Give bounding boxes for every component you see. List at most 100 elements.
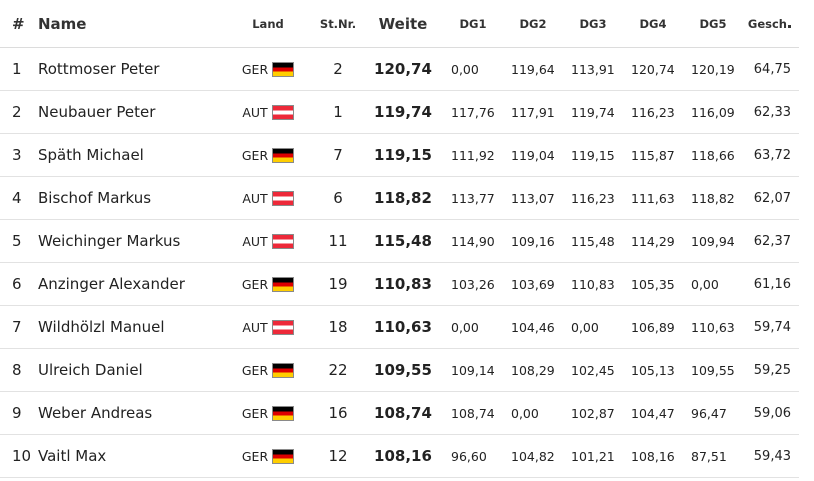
country-code: GER: [241, 405, 269, 421]
cell-name: Neubauer Peter: [38, 90, 223, 134]
header-rank[interactable]: #: [0, 0, 38, 48]
cell-dg4: 114,29: [623, 219, 683, 263]
cell-stnr: 12: [313, 434, 363, 478]
cell-gesch: 63,72: [743, 133, 799, 177]
header-land[interactable]: Land: [223, 0, 313, 48]
table-row[interactable]: 7 Wildhölzl Manuel AUT 18 110,63 0,00 104,46 0,…: [0, 305, 799, 349]
cell-name: Weichinger Markus: [38, 219, 223, 263]
cell-rank: 4: [0, 176, 38, 220]
flag-germany-icon: [272, 147, 295, 163]
header-dg2[interactable]: DG2: [503, 0, 563, 48]
cell-dg3: 102,87: [563, 391, 623, 435]
cell-gesch: 62,33: [743, 90, 799, 134]
cell-gesch: 62,07: [743, 176, 799, 220]
cell-land: GER: [223, 348, 313, 392]
cell-rank: 7: [0, 305, 38, 349]
cell-dg3: 110,83: [563, 262, 623, 306]
cell-dg2: 117,91: [503, 90, 563, 134]
cell-rank: 3: [0, 133, 38, 177]
cell-land: GER: [223, 133, 313, 177]
cell-weite: 119,15: [363, 133, 443, 177]
cell-stnr: 16: [313, 391, 363, 435]
cell-name: Anzinger Alexander: [38, 262, 223, 306]
header-gesch[interactable]: Gesch: [743, 0, 799, 48]
cell-name: Späth Michael: [38, 133, 223, 177]
header-dg5[interactable]: DG5: [683, 0, 743, 48]
table-row[interactable]: 4 Bischof Markus AUT 6 118,82 113,77 113,07 116…: [0, 176, 799, 220]
cell-dg5: 0,00: [683, 262, 743, 306]
cell-land: AUT: [223, 305, 313, 349]
header-weite[interactable]: Weite: [363, 0, 443, 48]
cell-dg4: 106,89: [623, 305, 683, 349]
country-code: GER: [241, 147, 269, 163]
cell-stnr: 7: [313, 133, 363, 177]
cell-dg2: 119,04: [503, 133, 563, 177]
cell-dg4: 111,63: [623, 176, 683, 220]
country-code: AUT: [242, 190, 268, 206]
cell-dg5: 109,94: [683, 219, 743, 263]
cell-rank: 5: [0, 219, 38, 263]
cell-dg2: 104,46: [503, 305, 563, 349]
table-row[interactable]: 1 Rottmoser Peter GER 2 120,74 0,00 119,64 113,…: [0, 47, 799, 91]
cell-weite: 110,83: [363, 262, 443, 306]
table-row[interactable]: 8 Ulreich Daniel GER 22 109,55 109,14 108,29 10…: [0, 348, 799, 392]
cell-land: GER: [223, 47, 313, 91]
cell-dg1: 108,74: [443, 391, 503, 435]
flag-germany-icon: [272, 448, 295, 464]
cell-name: Rottmoser Peter: [38, 47, 223, 91]
table-row[interactable]: 2 Neubauer Peter AUT 1 119,74 117,76 117,91 119…: [0, 90, 799, 134]
table-row[interactable]: 6 Anzinger Alexander GER 19 110,83 103,26 103,…: [0, 262, 799, 306]
table-row[interactable]: 10 Vaitl Max GER 12 108,16 96,60 104,82 101,21 1…: [0, 434, 799, 478]
cell-dg4: 104,47: [623, 391, 683, 435]
table-row[interactable]: 9 Weber Andreas GER 16 108,74 108,74 0,00 102,8…: [0, 391, 799, 435]
cell-dg3: 119,15: [563, 133, 623, 177]
table-row[interactable]: 3 Späth Michael GER 7 119,15 111,92 119,04 119,…: [0, 133, 799, 177]
cell-rank: 9: [0, 391, 38, 435]
table-header-row: # Name Land St.Nr. Weite DG1 DG2 DG3 DG4…: [0, 0, 799, 48]
cell-rank: 10: [0, 434, 38, 478]
cell-dg2: 119,64: [503, 47, 563, 91]
cell-gesch: 59,43: [743, 434, 799, 478]
header-dg3[interactable]: DG3: [563, 0, 623, 48]
cell-dg4: 115,87: [623, 133, 683, 177]
cell-dg1: 96,60: [443, 434, 503, 478]
flag-germany-icon: [272, 61, 295, 77]
cell-rank: 6: [0, 262, 38, 306]
cell-stnr: 2: [313, 47, 363, 91]
cell-stnr: 6: [313, 176, 363, 220]
cell-rank: 2: [0, 90, 38, 134]
cell-dg1: 0,00: [443, 305, 503, 349]
cell-dg1: 117,76: [443, 90, 503, 134]
flag-austria-icon: [271, 319, 294, 335]
cell-rank: 1: [0, 47, 38, 91]
cell-dg1: 114,90: [443, 219, 503, 263]
cell-dg5: 87,51: [683, 434, 743, 478]
cell-dg2: 113,07: [503, 176, 563, 220]
cell-dg5: 118,66: [683, 133, 743, 177]
header-dg1[interactable]: DG1: [443, 0, 503, 48]
cell-dg5: 120,19: [683, 47, 743, 91]
header-name[interactable]: Name: [38, 0, 223, 48]
cell-weite: 109,55: [363, 348, 443, 392]
sort-indicator-icon: [788, 24, 791, 28]
cell-weite: 119,74: [363, 90, 443, 134]
results-table: # Name Land St.Nr. Weite DG1 DG2 DG3 DG4…: [0, 0, 799, 478]
cell-dg4: 116,23: [623, 90, 683, 134]
cell-stnr: 18: [313, 305, 363, 349]
cell-weite: 120,74: [363, 47, 443, 91]
cell-gesch: 64,75: [743, 47, 799, 91]
cell-weite: 115,48: [363, 219, 443, 263]
header-stnr[interactable]: St.Nr.: [313, 0, 363, 48]
cell-dg4: 120,74: [623, 47, 683, 91]
header-dg4[interactable]: DG4: [623, 0, 683, 48]
cell-gesch: 61,16: [743, 262, 799, 306]
cell-dg3: 113,91: [563, 47, 623, 91]
cell-name: Weber Andreas: [38, 391, 223, 435]
table-row[interactable]: 5 Weichinger Markus AUT 11 115,48 114,90 109,1…: [0, 219, 799, 263]
cell-dg1: 103,26: [443, 262, 503, 306]
cell-dg2: 108,29: [503, 348, 563, 392]
cell-stnr: 1: [313, 90, 363, 134]
country-code: AUT: [242, 233, 268, 249]
cell-dg2: 109,16: [503, 219, 563, 263]
cell-gesch: 59,06: [743, 391, 799, 435]
